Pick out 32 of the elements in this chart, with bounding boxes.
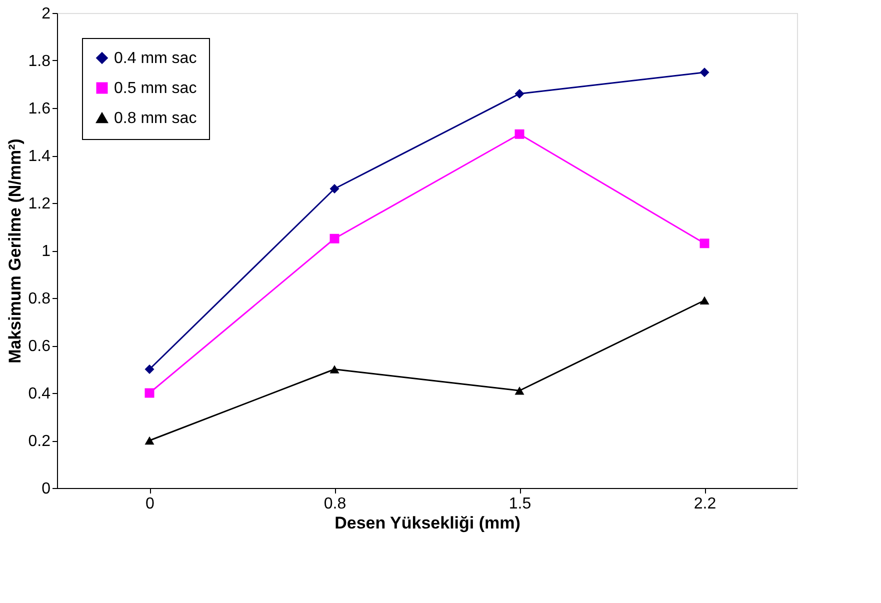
y-tick-label: 1.8	[28, 53, 51, 70]
point	[144, 388, 154, 398]
y-tick-label: 0.4	[28, 386, 51, 402]
x-tick-label: 2.2	[694, 496, 716, 512]
y-axis-title: Maksimum Gerilme (N/mm²)	[5, 138, 24, 364]
legend-label: 0.8 mm sac	[114, 110, 197, 127]
x-tick-label: 0.8	[324, 496, 346, 512]
point	[330, 234, 340, 244]
point	[514, 129, 524, 139]
y-tick-label: 0.2	[28, 433, 51, 450]
y-tick-label: 1.2	[28, 196, 51, 212]
legend-label: 0.5 mm sac	[114, 80, 197, 97]
x-tick-label: 1.5	[508, 496, 532, 512]
legend-label: 0.4 mm sac	[114, 50, 197, 67]
x-tick-label: 0	[146, 496, 155, 512]
y-tick-label: 1.4	[28, 148, 51, 165]
point	[700, 296, 710, 304]
point	[144, 436, 154, 445]
point	[700, 238, 710, 248]
y-tick-label: 0	[42, 480, 51, 498]
point	[700, 68, 710, 78]
y-tick-label: 1	[42, 243, 51, 260]
x-axis-title: Desen Yüksekliği (mm)	[334, 514, 520, 532]
point	[514, 89, 524, 98]
y-tick-label: 0.6	[28, 338, 51, 355]
point	[330, 365, 340, 374]
y-tick-label: 0.8	[28, 290, 51, 308]
y-tick-label: 1.6	[28, 100, 51, 118]
point	[330, 184, 340, 194]
y-tick-label: 2	[42, 6, 51, 22]
point	[144, 364, 154, 374]
point	[514, 386, 524, 395]
